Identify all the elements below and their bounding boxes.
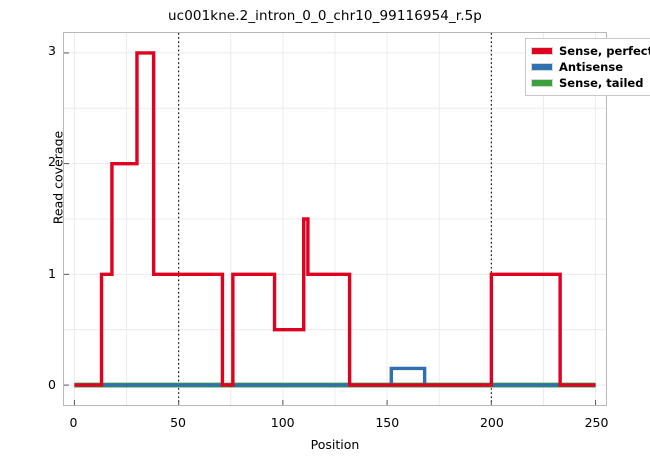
legend-swatch-icon bbox=[531, 79, 553, 87]
plot-canvas bbox=[64, 33, 606, 405]
legend-item: Antisense bbox=[531, 59, 650, 75]
y-tick-label: 3 bbox=[48, 43, 56, 59]
x-tick-label: 100 bbox=[270, 415, 295, 430]
legend-label: Sense, tailed bbox=[559, 76, 644, 90]
legend-label: Sense, perfect bbox=[559, 44, 650, 58]
x-tick-label: 0 bbox=[69, 415, 78, 430]
legend-item: Sense, perfect bbox=[531, 43, 650, 59]
legend-item: Sense, tailed bbox=[531, 75, 650, 91]
chart-title: uc001kne.2_intron_0_0_chr10_99116954_r.5… bbox=[168, 8, 482, 24]
legend-swatch-icon bbox=[531, 63, 553, 71]
x-tick-label: 200 bbox=[479, 415, 504, 430]
x-axis-label: Position bbox=[310, 437, 360, 452]
legend: Sense, perfect Antisense Sense, tailed bbox=[525, 38, 650, 96]
x-tick-label: 50 bbox=[170, 415, 187, 430]
x-tick-label: 150 bbox=[375, 415, 400, 430]
legend-label: Antisense bbox=[559, 60, 624, 74]
legend-swatch-icon bbox=[531, 47, 553, 55]
plot-area bbox=[63, 32, 607, 406]
y-tick-label: 1 bbox=[48, 265, 56, 281]
y-tick-label: 2 bbox=[48, 154, 56, 170]
series-line-sense-perfect bbox=[74, 51, 596, 387]
y-tick-labels: 0 1 2 3 bbox=[26, 0, 56, 460]
y-tick-label: 0 bbox=[48, 376, 56, 392]
x-tick-label: 250 bbox=[584, 415, 609, 430]
